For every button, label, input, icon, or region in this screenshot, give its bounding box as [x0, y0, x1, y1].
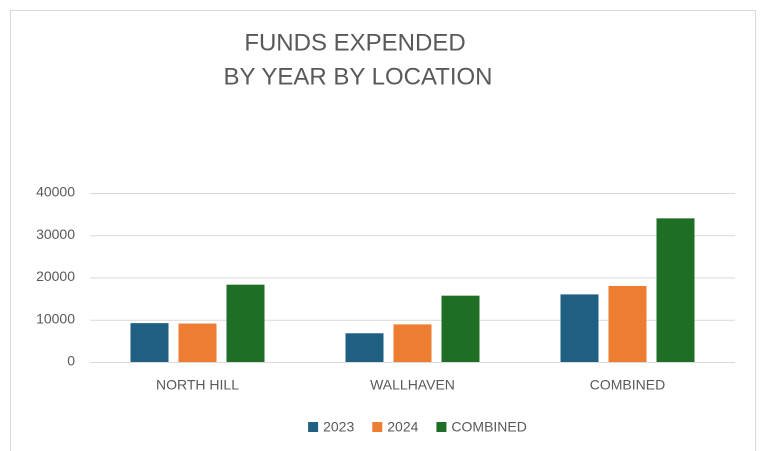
legend-swatch [308, 422, 319, 432]
bar [130, 323, 169, 362]
bar [656, 218, 695, 362]
legend-label: 2024 [387, 419, 418, 435]
bar [441, 295, 480, 362]
bar [560, 294, 599, 362]
x-tick-label: WALLHAVEN [370, 377, 455, 393]
bar [393, 324, 432, 362]
bar [608, 285, 647, 362]
legend-swatch [372, 422, 383, 432]
legend-swatch [436, 422, 447, 432]
bar [226, 284, 265, 362]
y-tick-label: 30000 [36, 226, 75, 242]
bar [178, 323, 217, 362]
legend-label: COMBINED [451, 419, 526, 435]
legend-label: 2023 [323, 419, 354, 435]
y-tick-label: 0 [67, 353, 75, 369]
y-tick-label: 10000 [36, 310, 75, 326]
y-tick-label: 20000 [36, 268, 75, 284]
chart-title: BY YEAR BY LOCATION [224, 63, 493, 90]
chart-title: FUNDS EXPENDED [244, 29, 465, 56]
x-tick-label: COMBINED [590, 377, 665, 393]
x-tick-label: NORTH HILL [156, 377, 239, 393]
bar [345, 333, 384, 362]
y-tick-label: 40000 [36, 184, 75, 200]
chart-frame [10, 10, 756, 451]
